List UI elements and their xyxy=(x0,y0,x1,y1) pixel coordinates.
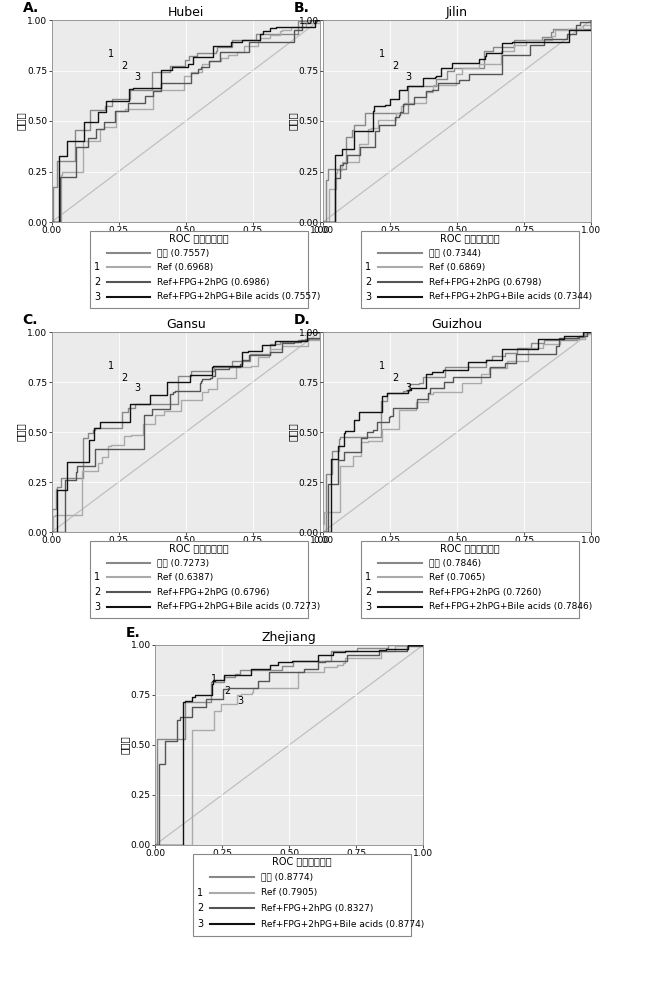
Text: 3: 3 xyxy=(134,383,141,393)
Text: 2: 2 xyxy=(365,587,371,597)
Text: 模型 (0.7846): 模型 (0.7846) xyxy=(429,558,481,567)
Text: 2: 2 xyxy=(365,277,371,287)
FancyBboxPatch shape xyxy=(90,231,307,308)
Text: 3: 3 xyxy=(406,72,412,82)
Text: Ref+FPG+2hPG (0.6798): Ref+FPG+2hPG (0.6798) xyxy=(429,278,541,287)
Text: 2: 2 xyxy=(392,61,399,71)
Text: Ref+FPG+2hPG+Bile acids (0.7846): Ref+FPG+2hPG+Bile acids (0.7846) xyxy=(429,602,592,611)
Text: 2: 2 xyxy=(94,587,100,597)
Text: 模型 (0.7557): 模型 (0.7557) xyxy=(158,248,210,257)
FancyBboxPatch shape xyxy=(361,541,579,618)
Y-axis label: 敏感度: 敏感度 xyxy=(16,112,26,130)
Text: D.: D. xyxy=(294,313,311,327)
X-axis label: 1 - 特异度: 1 - 特异度 xyxy=(271,860,307,870)
Text: Ref+FPG+2hPG+Bile acids (0.8774): Ref+FPG+2hPG+Bile acids (0.8774) xyxy=(261,920,424,929)
Text: 1: 1 xyxy=(365,572,371,582)
Title: Jilin: Jilin xyxy=(446,6,468,19)
Text: ROC 曲线（面积）: ROC 曲线（面积） xyxy=(440,233,500,243)
Y-axis label: 敏感度: 敏感度 xyxy=(120,736,129,754)
Text: Ref+FPG+2hPG (0.6796): Ref+FPG+2hPG (0.6796) xyxy=(158,588,270,597)
Title: Gansu: Gansu xyxy=(166,318,205,331)
Title: Guizhou: Guizhou xyxy=(432,318,483,331)
Text: 3: 3 xyxy=(134,72,141,82)
Text: ROC 曲线（面积）: ROC 曲线（面积） xyxy=(440,543,500,553)
Text: ROC 曲线（面积）: ROC 曲线（面积） xyxy=(169,543,229,553)
Text: Ref+FPG+2hPG (0.8327): Ref+FPG+2hPG (0.8327) xyxy=(261,904,373,913)
Text: 3: 3 xyxy=(238,696,244,706)
Text: 1: 1 xyxy=(197,888,203,898)
Text: Ref+FPG+2hPG (0.7260): Ref+FPG+2hPG (0.7260) xyxy=(429,588,541,597)
Text: 1: 1 xyxy=(94,572,100,582)
Text: 2: 2 xyxy=(94,277,100,287)
Text: 1: 1 xyxy=(108,361,114,371)
Text: 1: 1 xyxy=(365,262,371,272)
Text: Ref+FPG+2hPG+Bile acids (0.7344): Ref+FPG+2hPG+Bile acids (0.7344) xyxy=(429,292,592,301)
Text: 1: 1 xyxy=(94,262,100,272)
Text: 3: 3 xyxy=(94,602,100,612)
Text: C.: C. xyxy=(23,313,38,327)
Text: 1: 1 xyxy=(211,674,217,684)
X-axis label: 1 - 特异度: 1 - 特异度 xyxy=(168,547,203,557)
Text: Ref (0.6968): Ref (0.6968) xyxy=(158,263,214,272)
Text: 3: 3 xyxy=(406,383,412,393)
Text: Ref+FPG+2hPG (0.6986): Ref+FPG+2hPG (0.6986) xyxy=(158,278,270,287)
Text: ROC 曲线（面积）: ROC 曲线（面积） xyxy=(169,233,229,243)
Text: 3: 3 xyxy=(365,292,371,302)
FancyBboxPatch shape xyxy=(90,541,307,618)
Text: 2: 2 xyxy=(121,61,127,71)
Text: Ref+FPG+2hPG+Bile acids (0.7273): Ref+FPG+2hPG+Bile acids (0.7273) xyxy=(158,602,320,611)
Text: ROC 曲线（面积）: ROC 曲线（面积） xyxy=(272,856,332,866)
Text: 模型 (0.7273): 模型 (0.7273) xyxy=(158,558,209,567)
Y-axis label: 敏感度: 敏感度 xyxy=(287,423,297,441)
Title: Zhejiang: Zhejiang xyxy=(262,631,317,644)
Text: 2: 2 xyxy=(121,373,127,383)
Text: 2: 2 xyxy=(224,686,231,696)
Title: Hubei: Hubei xyxy=(167,6,204,19)
FancyBboxPatch shape xyxy=(361,231,579,308)
X-axis label: 1 - 特异度: 1 - 特异度 xyxy=(439,547,475,557)
Text: 模型 (0.7344): 模型 (0.7344) xyxy=(429,248,481,257)
Text: 模型 (0.8774): 模型 (0.8774) xyxy=(261,873,313,882)
Text: 1: 1 xyxy=(379,49,385,59)
Text: Ref (0.6387): Ref (0.6387) xyxy=(158,573,214,582)
FancyBboxPatch shape xyxy=(193,854,411,936)
X-axis label: 1 - 特异度: 1 - 特异度 xyxy=(168,237,203,247)
Text: 3: 3 xyxy=(197,919,203,929)
Text: 1: 1 xyxy=(108,49,114,59)
X-axis label: 1 - 特异度: 1 - 特异度 xyxy=(439,237,475,247)
Text: 3: 3 xyxy=(94,292,100,302)
Text: 2: 2 xyxy=(392,373,399,383)
Text: E.: E. xyxy=(126,626,141,640)
Y-axis label: 敏感度: 敏感度 xyxy=(16,423,26,441)
Text: Ref (0.6869): Ref (0.6869) xyxy=(429,263,485,272)
Text: 1: 1 xyxy=(379,361,385,371)
Text: Ref (0.7905): Ref (0.7905) xyxy=(261,888,317,897)
Text: Ref+FPG+2hPG+Bile acids (0.7557): Ref+FPG+2hPG+Bile acids (0.7557) xyxy=(158,292,321,301)
Text: 2: 2 xyxy=(197,903,203,913)
Text: B.: B. xyxy=(294,1,310,15)
Y-axis label: 敏感度: 敏感度 xyxy=(287,112,297,130)
Text: A.: A. xyxy=(23,1,39,15)
Text: 3: 3 xyxy=(365,602,371,612)
Text: Ref (0.7065): Ref (0.7065) xyxy=(429,573,485,582)
